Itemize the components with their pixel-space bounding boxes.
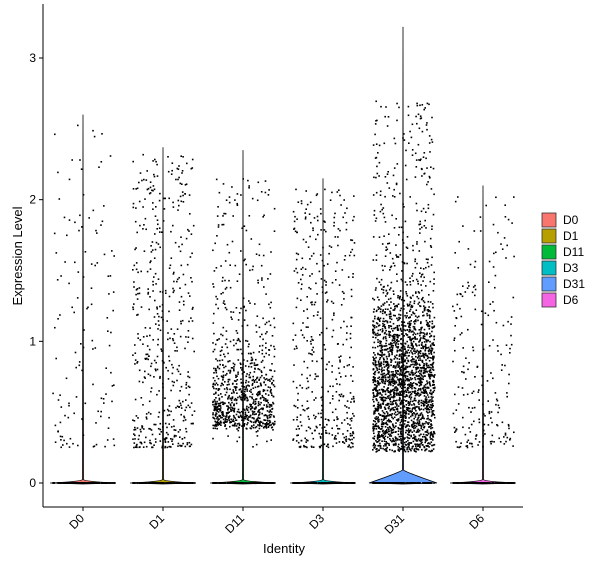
legend-swatch xyxy=(541,292,557,308)
legend-label: D0 xyxy=(563,213,579,227)
legend-swatch xyxy=(541,228,557,244)
violin-group-d3 xyxy=(289,178,357,485)
legend-label: D11 xyxy=(563,245,584,259)
x-axis-title: Identity xyxy=(263,541,305,556)
legend-label: D1 xyxy=(563,229,579,243)
legend-label: D3 xyxy=(563,261,579,275)
x-tick-label-d3: D3 xyxy=(306,511,327,532)
violin-group-d11 xyxy=(209,150,277,485)
legend-swatch xyxy=(541,212,557,228)
legend-swatch xyxy=(541,244,557,260)
y-tick-label: 1 xyxy=(29,334,36,348)
violin-group-d0 xyxy=(49,114,117,485)
points-d6 xyxy=(452,196,516,484)
x-ticks: D0 D1 D11 D3 D31 D6 xyxy=(66,507,487,537)
violin-group-d1 xyxy=(129,147,197,485)
y-ticks: 0 1 2 3 xyxy=(29,51,43,490)
legend-item-d3: D3 xyxy=(541,260,579,276)
legend: D0 D1 D11 D3 D31 D6 xyxy=(541,212,585,308)
violin-d6 xyxy=(449,185,517,485)
points-d3 xyxy=(292,188,356,484)
x-tick-label-d0: D0 xyxy=(66,511,87,532)
points-d0 xyxy=(52,124,116,484)
y-tick-label: 3 xyxy=(29,51,36,65)
x-tick-label-d11: D11 xyxy=(222,511,247,536)
x-tick-label-d6: D6 xyxy=(466,511,487,532)
points-d31 xyxy=(372,100,436,484)
violin-d31 xyxy=(368,26,438,485)
violin-group-d6 xyxy=(449,185,517,485)
violin-d3 xyxy=(289,178,357,485)
y-axis-title: Expression Level xyxy=(10,206,25,305)
legend-item-d31: D31 xyxy=(541,276,585,292)
legend-item-d0: D0 xyxy=(541,212,579,228)
legend-item-d11: D11 xyxy=(541,244,584,260)
points-d11 xyxy=(212,178,276,484)
legend-item-d1: D1 xyxy=(541,228,579,244)
axes xyxy=(42,4,523,508)
violin-d0 xyxy=(49,114,117,485)
x-tick-label-d1: D1 xyxy=(146,511,167,532)
y-tick-label: 0 xyxy=(29,476,36,490)
legend-label: D31 xyxy=(563,277,585,291)
y-tick-label: 2 xyxy=(29,193,36,207)
violin-group-d31 xyxy=(368,26,438,485)
points-d1 xyxy=(132,153,196,484)
x-tick-label-d31: D31 xyxy=(382,511,408,537)
legend-swatch xyxy=(541,276,557,292)
legend-label: D6 xyxy=(563,293,579,307)
legend-swatch xyxy=(541,260,557,276)
plot-area xyxy=(49,26,517,485)
violin-d1 xyxy=(129,147,197,485)
violin-d11 xyxy=(209,150,277,485)
legend-item-d6: D6 xyxy=(541,292,579,308)
